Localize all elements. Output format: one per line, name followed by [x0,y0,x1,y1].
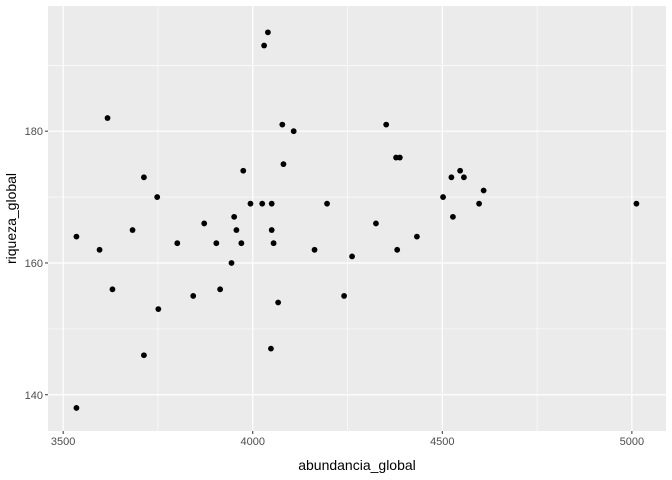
x-axis-title: abundancia_global [298,457,416,473]
grid-minor [48,6,666,431]
data-point [261,42,268,49]
data-point [268,200,275,207]
data-point [414,233,420,240]
data-point [141,352,147,359]
data-point [141,174,147,181]
data-point [228,260,235,266]
data-point [73,233,80,240]
y-axis: 140 160 180 [25,126,48,402]
data-point [480,187,487,194]
y-tick-label: 160 [25,258,43,270]
x-axis: 3500 4000 4500 5000 [51,431,644,448]
data-point [213,240,220,247]
data-point [311,246,318,253]
data-point [155,306,162,313]
data-point [396,154,403,161]
y-tick-label: 140 [25,390,43,402]
data-point [231,213,238,220]
data-point [461,174,467,181]
data-point [275,299,282,306]
data-point [268,345,274,352]
data-point [109,286,116,293]
y-tick-label: 180 [25,126,43,138]
data-point [280,161,287,168]
grid-major [48,6,666,431]
x-tick-label: 5000 [620,436,644,448]
data-point [341,293,348,299]
data-point [73,405,80,411]
data-point [268,227,275,233]
data-point [448,174,455,181]
data-point [324,200,330,207]
data-point [238,240,245,247]
data-points [73,29,640,411]
data-point [270,240,277,247]
data-point [154,194,161,200]
x-tick-label: 3500 [51,436,75,448]
data-point [259,200,266,207]
data-point [217,286,224,293]
x-tick-label: 4500 [430,436,454,448]
data-point [457,167,464,174]
data-point [201,220,208,227]
data-point [265,29,271,36]
data-point [373,220,379,227]
data-point [349,253,355,260]
data-point [476,200,482,207]
data-point [247,200,254,207]
data-point [240,167,247,174]
data-point [290,128,297,135]
data-point [394,246,401,253]
data-point [233,227,240,233]
data-point [633,200,640,207]
y-axis-title: riqueza_global [3,173,19,264]
data-point [440,194,446,200]
data-point [174,240,181,247]
x-tick-label: 4000 [240,436,264,448]
data-point [279,121,286,128]
data-point [383,121,390,128]
data-point [450,213,456,220]
data-point [96,246,103,253]
data-point [129,227,136,233]
data-point [104,115,111,121]
data-point [190,293,197,299]
plot-panel [48,6,666,431]
